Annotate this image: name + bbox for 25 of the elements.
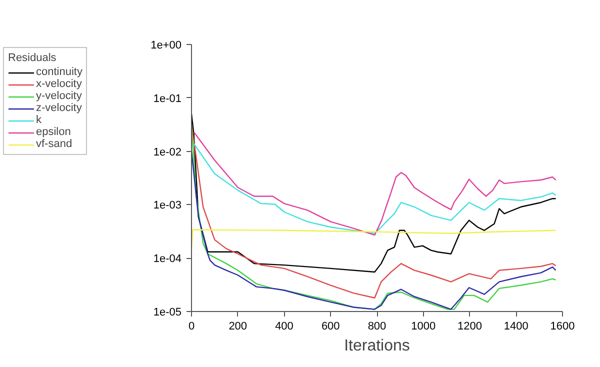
legend-title: Residuals	[8, 52, 58, 64]
y-tick-label: 1e-02	[153, 146, 182, 158]
x-tick-label: 0	[188, 320, 195, 332]
legend-label: epsilon	[36, 126, 71, 138]
y-tick-label: 1e-01	[153, 92, 182, 105]
legend-label: y-velocity	[36, 90, 82, 102]
x-tick-label: 1600	[550, 320, 575, 332]
line-series	[192, 113, 556, 273]
legend-label: z-velocity	[36, 102, 82, 114]
x-tick-label: 400	[275, 320, 294, 332]
x-tick-label: 1000	[411, 320, 436, 332]
y-tick-label: 1e-05	[153, 306, 182, 318]
x-tick-label: 1400	[504, 320, 528, 332]
y-tick-label: 1e-03	[153, 200, 182, 212]
x-axis-title: Iterations	[344, 338, 410, 354]
y-tick-label: 1e-04	[153, 253, 182, 266]
x-tick-label: 600	[321, 320, 340, 332]
legend-label: k	[36, 114, 42, 126]
y-tick-label: 1e+00	[150, 40, 182, 52]
x-tick-label: 1200	[458, 320, 482, 332]
legend-label: x-velocity	[36, 78, 82, 90]
x-tick-label: 800	[368, 320, 386, 332]
legend-label: vf-sand	[36, 138, 72, 150]
legend-label: continuity	[36, 66, 82, 78]
x-tick-label: 200	[228, 320, 248, 332]
